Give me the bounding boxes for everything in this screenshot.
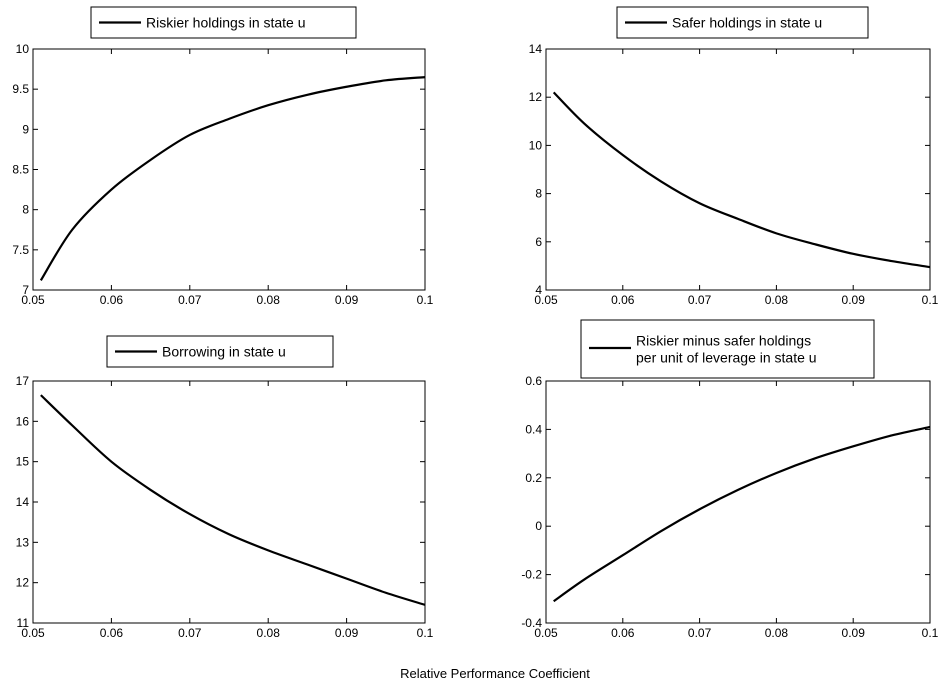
x-tick-label: 0.09 bbox=[842, 626, 866, 640]
y-tick-label: 8 bbox=[535, 187, 542, 201]
x-tick-label: 0.09 bbox=[335, 293, 359, 307]
y-tick-label: 11 bbox=[17, 616, 30, 630]
legend-label: Riskier minus safer holdings bbox=[636, 333, 811, 349]
y-tick-label: 0.6 bbox=[525, 374, 542, 388]
y-tick-label: 17 bbox=[16, 374, 30, 388]
x-tick-label: 0.1 bbox=[417, 293, 434, 307]
x-tick-label: 0.07 bbox=[178, 293, 202, 307]
y-tick-label: 9.5 bbox=[12, 82, 29, 96]
y-tick-label: 8.5 bbox=[12, 163, 29, 177]
x-tick-label: 0.09 bbox=[335, 626, 359, 640]
subplot-3: 0.05 0.06 0.07 0.08 0.09 0.1 11 12 13 14 15 16 17 Bor… bbox=[16, 335, 434, 640]
x-tick-label: 0.05 bbox=[21, 293, 45, 307]
y-tick-label: 6 bbox=[535, 235, 542, 249]
x-tick-label: 0.05 bbox=[21, 626, 45, 640]
figure-xlabel: Relative Performance Coefficient bbox=[400, 666, 590, 681]
x-tick-label: 0.09 bbox=[842, 293, 866, 307]
y-tick-label: -0.2 bbox=[521, 568, 542, 582]
axes-box bbox=[32, 48, 426, 291]
y-tick-label: 7 bbox=[22, 283, 29, 297]
x-tick-label: 0.1 bbox=[417, 626, 434, 640]
y-tick-label: -0.4 bbox=[521, 616, 542, 630]
y-tick-label: 13 bbox=[16, 535, 30, 549]
x-tick-label: 0.07 bbox=[178, 626, 202, 640]
legend-label: Borrowing in state u bbox=[162, 344, 286, 360]
y-tick-label: 10 bbox=[529, 138, 543, 152]
x-tick-label: 0.07 bbox=[688, 626, 712, 640]
legend-label: Riskier holdings in state u bbox=[146, 15, 306, 31]
x-tick-label: 0.1 bbox=[922, 626, 939, 640]
x-tick-label: 0.08 bbox=[765, 626, 789, 640]
y-tick-label: 10 bbox=[16, 42, 30, 56]
legend: Borrowing in state u bbox=[106, 335, 334, 368]
x-tick-label: 0.05 bbox=[534, 293, 558, 307]
y-tick-label: 0.2 bbox=[525, 471, 542, 485]
y-tick-label: 14 bbox=[529, 42, 543, 56]
x-tick-label: 0.06 bbox=[100, 626, 124, 640]
y-tick-label: 0.4 bbox=[525, 422, 542, 436]
series-line bbox=[552, 91, 931, 269]
y-tick-label: 7.5 bbox=[12, 243, 29, 257]
y-tick-label: 9 bbox=[22, 122, 29, 136]
x-tick-label: 0.06 bbox=[100, 293, 124, 307]
y-tick-label: 4 bbox=[535, 283, 542, 297]
axes-box bbox=[545, 48, 931, 291]
subplot-4: 0.05 0.06 0.07 0.08 0.09 0.1 -0.4 -0.2 0 0.2 0.4 0.… bbox=[521, 319, 939, 640]
subplots-container: 0.05 0.06 0.07 0.08 0.09 0.1 7 7.5 8 8.5 9 9.5 10 Ris… bbox=[12, 6, 939, 640]
x-tick-label: 0.06 bbox=[611, 626, 635, 640]
y-tick-label: 16 bbox=[16, 414, 30, 428]
y-tick-label: 14 bbox=[16, 495, 30, 509]
legend-label: per unit of leverage in state u bbox=[636, 350, 817, 366]
legend: Riskier holdings in state u bbox=[90, 6, 357, 39]
y-tick-label: 8 bbox=[22, 203, 29, 217]
y-tick-label: 12 bbox=[16, 576, 30, 590]
legend: Safer holdings in state u bbox=[616, 6, 869, 39]
x-tick-label: 0.08 bbox=[257, 293, 281, 307]
subplot-2: 0.05 0.06 0.07 0.08 0.09 0.1 4 6 8 10 12 14 Safer ho… bbox=[529, 6, 939, 307]
x-tick-label: 0.1 bbox=[922, 293, 939, 307]
series-line bbox=[553, 425, 931, 603]
x-tick-label: 0.08 bbox=[257, 626, 281, 640]
legend-label: Safer holdings in state u bbox=[672, 15, 822, 31]
x-tick-label: 0.05 bbox=[534, 626, 558, 640]
y-tick-label: 0 bbox=[535, 519, 542, 533]
x-tick-label: 0.08 bbox=[765, 293, 789, 307]
series-line bbox=[39, 76, 426, 281]
x-tick-label: 0.07 bbox=[688, 293, 712, 307]
y-tick-label: 15 bbox=[16, 455, 30, 469]
x-tick-label: 0.06 bbox=[611, 293, 635, 307]
y-tick-label: 12 bbox=[529, 90, 543, 104]
subplot-1: 0.05 0.06 0.07 0.08 0.09 0.1 7 7.5 8 8.5 9 9.5 10 Ris… bbox=[12, 6, 434, 307]
axes-box bbox=[545, 380, 931, 624]
series-line bbox=[40, 394, 426, 606]
